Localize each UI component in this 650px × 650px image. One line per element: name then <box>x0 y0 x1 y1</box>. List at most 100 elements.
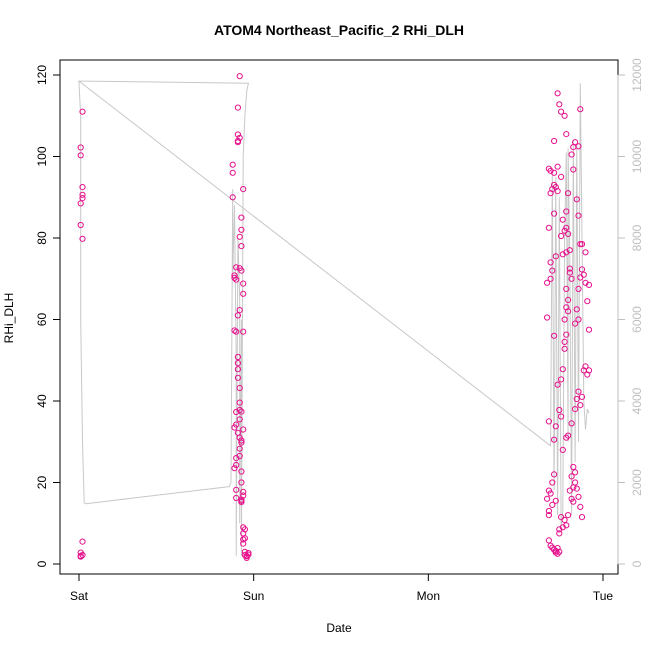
y-axis: 0 20 40 60 80 100 120 <box>35 65 61 567</box>
data-point <box>236 307 243 314</box>
data-point <box>79 538 86 545</box>
data-point <box>236 416 243 423</box>
data-point <box>547 490 554 497</box>
data-point <box>236 452 243 460</box>
data-point <box>551 169 558 176</box>
data-point <box>79 108 86 115</box>
data-point <box>577 503 584 510</box>
y-tick-label: 20 <box>35 476 49 490</box>
data-point <box>561 316 568 323</box>
data-point <box>561 112 568 119</box>
data-point <box>240 426 247 433</box>
data-point <box>234 360 241 367</box>
x-tick-label: Sat <box>70 589 89 603</box>
data-point <box>545 512 553 519</box>
data-point <box>79 235 86 242</box>
data-point <box>585 281 593 288</box>
data-point <box>556 530 563 537</box>
data-point <box>572 479 579 486</box>
data-point <box>580 271 587 278</box>
data-point <box>572 320 579 327</box>
data-point <box>575 212 582 219</box>
data-point <box>236 384 243 392</box>
x-tick-label: Sun <box>243 589 264 603</box>
data-point <box>552 423 559 430</box>
data-point <box>573 485 580 492</box>
data-point <box>585 326 593 333</box>
data-point <box>233 421 240 428</box>
data-point <box>236 233 243 240</box>
data-point <box>547 275 554 282</box>
data-point <box>565 230 572 237</box>
data-point <box>231 465 238 472</box>
data-point <box>559 251 566 258</box>
data-point <box>545 537 553 544</box>
data-point <box>572 469 579 476</box>
data-point <box>563 131 570 138</box>
data-point <box>554 163 561 170</box>
data-point <box>240 186 247 193</box>
data-point <box>77 553 84 560</box>
data-point <box>554 381 561 388</box>
data-point <box>233 461 240 469</box>
data-point <box>572 406 579 413</box>
scatter-points-layer <box>77 73 593 562</box>
data-point <box>552 253 559 260</box>
data-point <box>229 169 236 176</box>
data-point <box>563 522 570 529</box>
y2-tick-label: 12000 <box>630 58 644 92</box>
data-point <box>549 267 556 274</box>
data-point <box>549 501 556 508</box>
data-point <box>566 487 573 494</box>
data-point <box>238 479 245 486</box>
data-point <box>565 512 572 519</box>
data-point <box>573 196 580 203</box>
data-point <box>233 276 240 283</box>
y-tick-label: 40 <box>35 394 49 408</box>
data-point <box>556 548 563 555</box>
data-point <box>578 393 586 400</box>
data-point <box>572 139 579 146</box>
data-point <box>544 495 551 502</box>
data-point <box>565 190 572 197</box>
data-point <box>240 488 247 495</box>
data-point <box>570 166 577 173</box>
data-point <box>241 535 248 542</box>
data-point <box>559 366 566 373</box>
data-point <box>236 73 243 80</box>
data-point <box>566 269 573 276</box>
data-point <box>79 184 86 191</box>
data-point <box>234 374 241 381</box>
data-point <box>229 194 236 201</box>
data-point <box>568 275 575 282</box>
data-point <box>554 188 561 195</box>
secondary-y-axis: 0 2000 4000 6000 8000 10000 12000 <box>617 58 644 567</box>
data-point <box>565 308 572 315</box>
data-point <box>79 551 86 559</box>
data-point <box>229 161 236 168</box>
data-point <box>77 221 84 229</box>
data-point <box>79 191 86 198</box>
data-point <box>238 267 245 274</box>
data-point <box>558 413 565 420</box>
data-point <box>236 399 243 406</box>
x-axis: Sat Sun Mon Tue <box>70 573 614 603</box>
y2-tick-label: 0 <box>630 560 644 567</box>
data-point <box>575 285 582 292</box>
data-point <box>236 445 243 452</box>
x-tick-label: Tue <box>593 589 614 603</box>
data-point <box>577 241 584 248</box>
data-point <box>558 376 565 383</box>
data-point <box>570 498 577 505</box>
y-tick-label: 0 <box>35 560 49 567</box>
data-point <box>558 108 565 115</box>
data-point <box>585 367 593 374</box>
data-point <box>77 144 84 151</box>
y2-tick-label: 10000 <box>630 139 644 173</box>
data-point <box>565 296 572 303</box>
data-point <box>570 463 577 471</box>
data-point <box>545 224 553 231</box>
data-point <box>243 552 250 560</box>
y-tick-label: 60 <box>35 313 49 327</box>
